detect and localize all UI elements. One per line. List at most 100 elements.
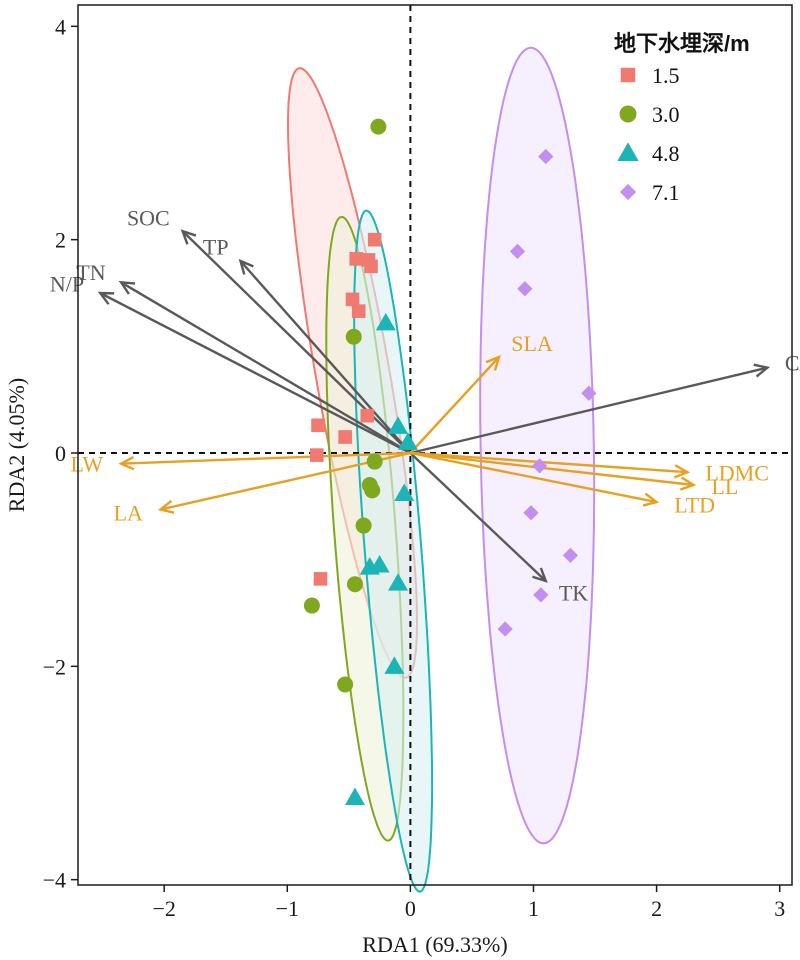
x-tick-label: −1 xyxy=(276,896,299,921)
vector-tn: TN xyxy=(76,260,411,455)
x-axis-title: RDA1 (69.33%) xyxy=(362,932,507,957)
vector-sla: SLA xyxy=(409,331,553,454)
vector-ldmc: LDMC xyxy=(410,451,769,485)
x-tick-label: 2 xyxy=(651,896,662,921)
legend-label: 4.8 xyxy=(652,141,680,166)
point-circle xyxy=(303,597,320,614)
series-4-8 xyxy=(344,312,418,806)
vector-label-lw: LW xyxy=(71,451,104,476)
arrowhead-lw xyxy=(118,456,135,471)
arrowhead-c-n xyxy=(753,363,771,378)
point-circle xyxy=(370,118,387,135)
y-tick-label: 0 xyxy=(55,441,66,466)
vector-line-lw xyxy=(121,451,411,465)
point-square xyxy=(349,252,364,266)
point-square xyxy=(311,418,325,433)
vector-tp: TP xyxy=(203,235,412,454)
vector-line-tn xyxy=(120,281,411,455)
point-diamond xyxy=(532,458,548,474)
arrowhead-tn xyxy=(118,280,136,295)
legend-item-3-0: 3.0 xyxy=(619,102,680,127)
point-square xyxy=(313,572,328,586)
series-1-5 xyxy=(310,232,382,586)
point-square xyxy=(345,292,360,307)
y-axis-ticks: −4 −2 0 2 4 xyxy=(43,14,78,893)
legend-marker-diamond xyxy=(619,183,637,201)
point-triangle xyxy=(388,416,409,434)
legend-label: 1.5 xyxy=(652,63,680,88)
arrowhead-ltd xyxy=(642,492,660,507)
legend-item-1-5: 1.5 xyxy=(620,63,680,88)
arrowhead-sla xyxy=(485,354,501,371)
point-triangle xyxy=(388,573,409,591)
point-circle xyxy=(346,576,363,593)
legend-marker-square xyxy=(620,67,636,83)
ellipse-7-1 xyxy=(479,46,596,845)
point-square xyxy=(364,259,378,274)
vector-label-ldmc: LDMC xyxy=(705,460,769,485)
x-tick-label: −2 xyxy=(152,896,175,921)
vector-line-sla xyxy=(409,356,500,454)
sample-points xyxy=(303,118,597,806)
legend-label: 3.0 xyxy=(652,102,680,127)
point-circle xyxy=(355,517,372,534)
point-diamond xyxy=(538,148,554,165)
vector-line-ll xyxy=(410,451,694,487)
vector-label-soc: SOC xyxy=(127,206,170,231)
point-triangle xyxy=(397,432,418,450)
vector-line-ltd xyxy=(410,451,657,504)
vector-label-ltd: LTD xyxy=(674,493,715,518)
y-tick-label: 2 xyxy=(55,228,66,253)
legend-item-4-8: 4.8 xyxy=(617,141,680,166)
arrowhead-ll xyxy=(679,476,697,491)
y-tick-label: 4 xyxy=(55,14,66,39)
ellipse-4-8 xyxy=(353,209,434,893)
vector-line-tk xyxy=(409,452,547,582)
point-diamond xyxy=(497,621,513,637)
point-triangle xyxy=(384,656,405,674)
legend-marker-triangle xyxy=(617,142,639,161)
vector-label-tk: TK xyxy=(559,580,588,605)
point-diamond xyxy=(523,505,539,521)
vector-ltd: LTD xyxy=(410,451,715,518)
point-diamond xyxy=(562,547,579,563)
point-diamond xyxy=(581,385,597,401)
point-triangle xyxy=(394,483,415,502)
point-diamond xyxy=(509,243,526,259)
arrowhead-la xyxy=(157,499,175,514)
point-square xyxy=(351,304,366,318)
x-tick-label: 1 xyxy=(528,896,539,921)
vector-label-tp: TP xyxy=(203,235,229,260)
legend-title: 地下水埋深/m xyxy=(614,31,750,56)
x-tick-label: 3 xyxy=(774,896,785,921)
point-diamond xyxy=(533,587,549,603)
point-triangle xyxy=(369,555,390,573)
x-tick-label: 0 xyxy=(405,896,416,921)
vector-label-ll: LL xyxy=(711,474,738,499)
series-3-0 xyxy=(303,118,387,693)
vector-line-c-n xyxy=(410,366,768,455)
legend-marker-circle xyxy=(619,105,637,123)
point-triangle xyxy=(344,787,365,806)
y-tick-label: −2 xyxy=(43,654,66,679)
point-circle xyxy=(366,453,383,470)
vector-c-n: C/N xyxy=(410,350,800,455)
y-tick-label: −4 xyxy=(43,868,66,893)
arrowhead-soc xyxy=(180,229,197,245)
point-square xyxy=(360,408,375,423)
point-square xyxy=(338,430,352,444)
point-circle xyxy=(337,676,354,693)
arrowhead-n-p xyxy=(97,291,115,305)
vector-label-n-p: N/P xyxy=(50,272,84,297)
arrowhead-tk xyxy=(532,567,548,583)
point-circle xyxy=(345,328,362,345)
arrowhead-tp xyxy=(238,258,254,275)
vector-line-tp xyxy=(239,260,412,454)
point-square xyxy=(367,232,382,247)
vector-lw: LW xyxy=(71,451,411,476)
plot-frame xyxy=(77,4,793,886)
vector-label-tn: TN xyxy=(76,260,105,285)
zero-lines xyxy=(78,5,792,885)
